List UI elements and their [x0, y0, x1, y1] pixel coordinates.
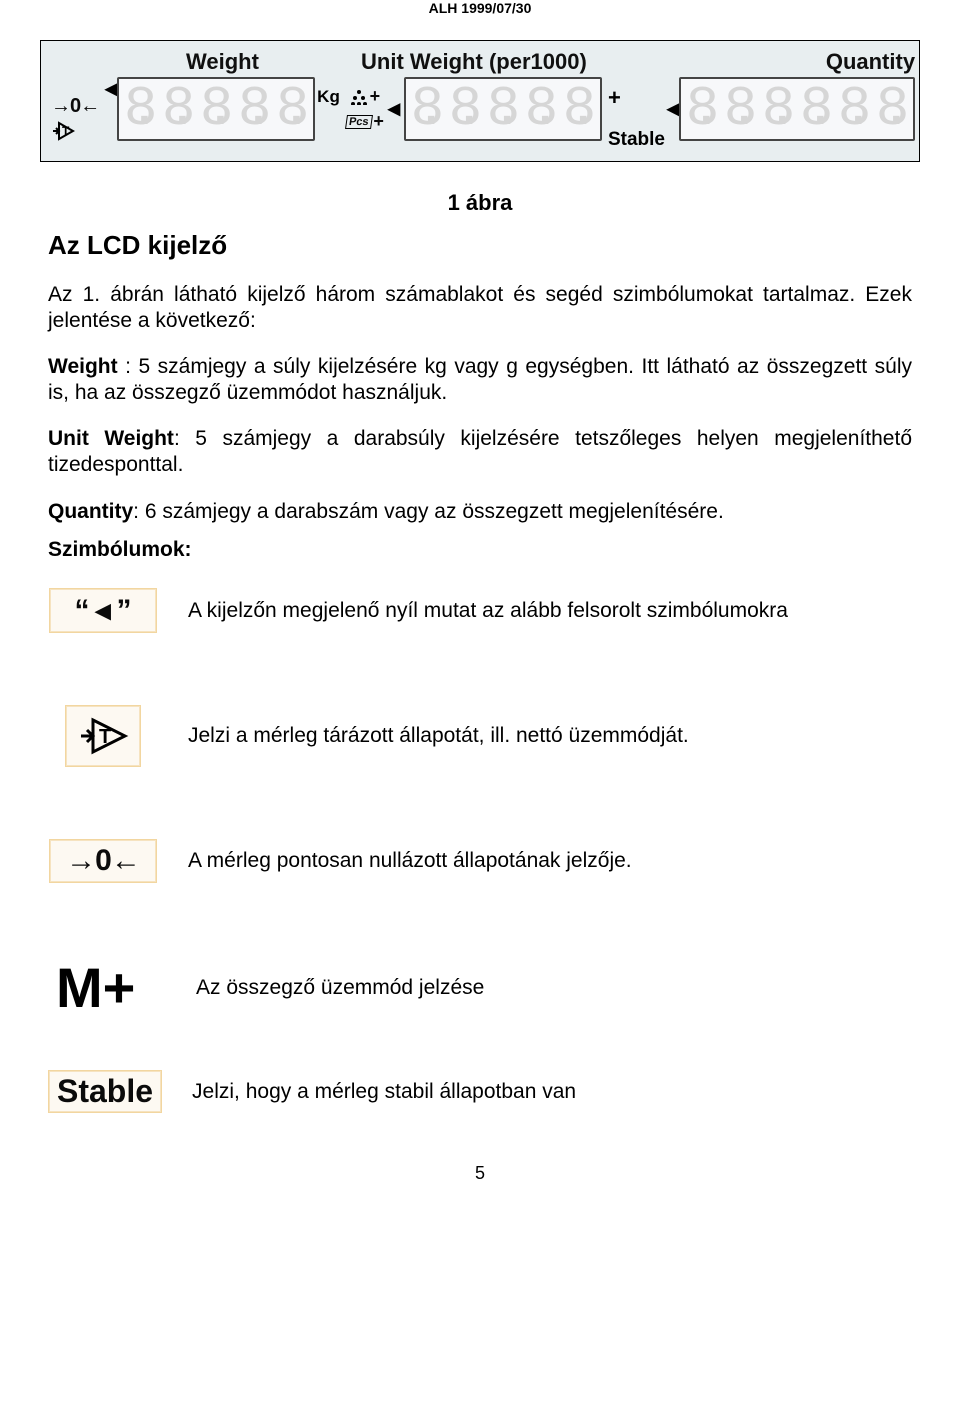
tare-desc: Jelzi a mérleg tárázott állapotát, ill. …: [188, 724, 912, 748]
quantity-label: Quantity: [826, 49, 915, 75]
symbol-row-zero: →0← A mérleg pontosan nullázott állapotá…: [40, 839, 920, 883]
symbol-row-stable: Stable Jelzi, hogy a mérleg stabil állap…: [40, 1070, 920, 1113]
unit-weight-paragraph: Unit Weight: 5 számjegy a darabsúly kije…: [40, 426, 920, 477]
quantity-paragraph: Quantity: 6 számjegy a darabszám vagy az…: [40, 499, 920, 525]
mplus-desc: Az összegző üzemmód jelzése: [196, 976, 912, 1000]
plus-icon: +: [370, 86, 381, 107]
stable-desc: Jelzi, hogy a mérleg stabil állapotban v…: [192, 1080, 912, 1104]
unit-desc: : 5 számjegy a darabsúly kijelzésére tet…: [48, 427, 912, 476]
quantity-digits: 8. 8. 8. 8. 8. 8.: [679, 77, 915, 141]
weight-column: Weight ◂ 8. 8. 8. 8. 8. Kg: [105, 49, 340, 151]
weight-desc: : 5 számjegy a súly kijelzésére kg vagy …: [48, 355, 912, 404]
unit-weight-label: Unit Weight (per1000): [361, 49, 587, 75]
zero-icon: →0←: [49, 839, 157, 883]
weight-arrow-icon: ◂: [105, 77, 117, 101]
qty-plus-icon: +: [608, 85, 621, 111]
arrow-desc: A kijelzőn megjelenő nyíl mutat az alább…: [188, 599, 912, 623]
stable-label: Stable: [608, 129, 665, 151]
intro-paragraph: Az 1. ábrán látható kijelző három számab…: [40, 282, 920, 333]
plus-icon-2: +: [373, 111, 384, 132]
figure-caption: 1 ábra: [40, 190, 920, 216]
qty-arrow-icon: ◂: [667, 97, 679, 121]
weight-digits: 8. 8. 8. 8. 8.: [117, 77, 315, 141]
tare-indicator-icon: T: [51, 120, 99, 147]
unit-term: Unit Weight: [48, 427, 174, 450]
weight-term: Weight: [48, 355, 118, 378]
weight-paragraph: Weight : 5 számjegy a súly kijelzésére k…: [40, 354, 920, 405]
section-title: Az LCD kijelző: [40, 230, 920, 261]
tare-icon: T: [65, 705, 141, 767]
page-number: 5: [40, 1163, 920, 1184]
pcs-icon: Pcs: [345, 115, 373, 129]
zero-desc: A mérleg pontosan nullázott állapotának …: [188, 849, 912, 873]
svg-text:T: T: [99, 726, 111, 748]
symbols-heading: Szimbólumok:: [40, 538, 920, 562]
doc-reference: ALH 1999/07/30: [40, 0, 920, 16]
zero-indicator-icon: →0←: [51, 95, 99, 118]
weight-label: Weight: [186, 49, 259, 75]
quantity-column: Quantity + Stable ◂ 8. 8. 8. 8. 8. 8.: [608, 49, 915, 151]
symbol-row-arrow: “ ◂ ” A kijelzőn megjelenő nyíl mutat az…: [40, 588, 920, 633]
stable-icon: Stable: [48, 1070, 162, 1113]
svg-text:T: T: [62, 124, 70, 138]
sample-dots-icon: [350, 89, 368, 105]
arrow-icon: “ ◂ ”: [49, 588, 157, 633]
lcd-panel: →0← T Weight ◂ 8. 8. 8. 8. 8.: [40, 40, 920, 162]
unit-weight-digits: 8. 8. 8. 8. 8.: [404, 77, 602, 141]
left-indicators: →0← T: [51, 49, 99, 151]
symbol-row-tare: T Jelzi a mérleg tárázott állapotát, ill…: [40, 705, 920, 767]
qty-desc: : 6 számjegy a darabszám vagy az összegz…: [133, 500, 724, 523]
qty-term: Quantity: [48, 500, 133, 523]
unit-weight-mini-icons: + Pcs +: [346, 86, 384, 132]
kg-unit: Kg: [317, 87, 340, 107]
mplus-icon: M+: [48, 955, 166, 1020]
unit-arrow-icon: ◂: [388, 97, 400, 121]
symbol-row-mplus: M+ Az összegző üzemmód jelzése: [40, 955, 920, 1020]
unit-weight-column: Unit Weight (per1000) +: [346, 49, 602, 151]
